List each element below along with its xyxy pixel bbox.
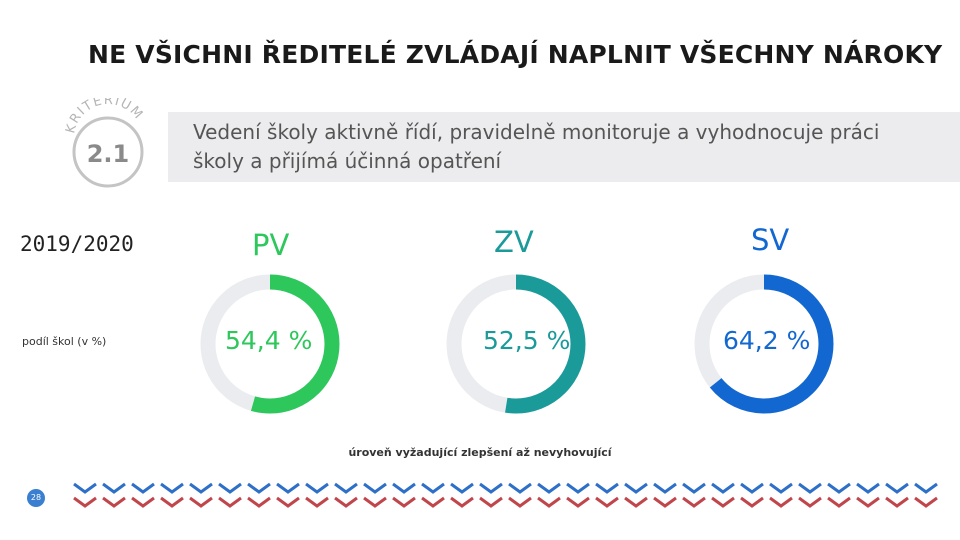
blue-chevron [73, 482, 97, 494]
page-number: 28 [27, 489, 45, 507]
red-chevron [479, 496, 503, 508]
red-chevron [537, 496, 561, 508]
red-chevron [450, 496, 474, 508]
red-chevron [421, 496, 445, 508]
red-chevron [885, 496, 909, 508]
red-chevron [740, 496, 764, 508]
red-chevron [160, 496, 184, 508]
donut-sv [694, 274, 834, 414]
blue-chevron [334, 482, 358, 494]
red-chevron [131, 496, 155, 508]
red-chevron [682, 496, 706, 508]
blue-chevron [827, 482, 851, 494]
blue-chevron [247, 482, 271, 494]
blue-chevron [769, 482, 793, 494]
red-chevron [827, 496, 851, 508]
donut-zv-arc [446, 274, 586, 414]
red-chevron [218, 496, 242, 508]
region-label-zv: ZV [494, 225, 534, 259]
school-year: 2019/2020 [20, 232, 134, 256]
donut-zv [446, 274, 586, 414]
criterion-badge: KRITÉRIUM 2.1 [60, 92, 152, 198]
chevron-decoration [73, 482, 938, 508]
blue-chevron [566, 482, 590, 494]
donut-sv-arc [694, 274, 834, 414]
criterion-description-box [168, 112, 960, 182]
criterion-description: Vedení školy aktivně řídí, pravidelně mo… [193, 120, 880, 173]
blue-chevron [653, 482, 677, 494]
blue-chevron [392, 482, 416, 494]
value-zv: 52,5 % [483, 326, 571, 355]
red-chevron [856, 496, 880, 508]
red-chevron [653, 496, 677, 508]
red-chevron [334, 496, 358, 508]
red-chevron [914, 496, 938, 508]
blue-chevron [682, 482, 706, 494]
blue-chevron [102, 482, 126, 494]
share-note: podíl škol (v %) [22, 335, 107, 348]
region-label-sv: SV [751, 223, 790, 257]
red-chevron [769, 496, 793, 508]
red-chevron [798, 496, 822, 508]
blue-chevron [363, 482, 387, 494]
donut-pv [200, 274, 340, 414]
red-chevron [102, 496, 126, 508]
blue-chevron [276, 482, 300, 494]
blue-chevron [798, 482, 822, 494]
blue-chevron [508, 482, 532, 494]
blue-chevron [537, 482, 561, 494]
blue-chevron [885, 482, 909, 494]
red-chevron [305, 496, 329, 508]
blue-chevron [914, 482, 938, 494]
red-chevron [624, 496, 648, 508]
donut-pv-arc [200, 274, 340, 414]
blue-chevron [450, 482, 474, 494]
blue-chevron [218, 482, 242, 494]
level-legend: úroveň vyžadující zlepšení až nevyhovují… [348, 446, 612, 459]
blue-chevron [740, 482, 764, 494]
blue-chevron [421, 482, 445, 494]
red-chevron [566, 496, 590, 508]
blue-chevron [189, 482, 213, 494]
red-chevron [189, 496, 213, 508]
red-chevron [508, 496, 532, 508]
blue-chevron [711, 482, 735, 494]
red-chevron [363, 496, 387, 508]
blue-chevron [160, 482, 184, 494]
slide-title: NE VŠICHNI ŘEDITELÉ ZVLÁDAJÍ NAPLNIT VŠE… [88, 40, 943, 69]
blue-chevron [624, 482, 648, 494]
blue-chevron [131, 482, 155, 494]
red-chevron [392, 496, 416, 508]
value-pv: 54,4 % [225, 326, 313, 355]
value-sv: 64,2 % [723, 326, 811, 355]
blue-chevron [479, 482, 503, 494]
blue-chevron [305, 482, 329, 494]
blue-chevron [595, 482, 619, 494]
region-label-pv: PV [252, 228, 290, 262]
blue-chevron [856, 482, 880, 494]
red-chevron [276, 496, 300, 508]
criterion-badge-icon: KRITÉRIUM 2.1 [63, 92, 145, 188]
red-chevron [247, 496, 271, 508]
red-chevron [711, 496, 735, 508]
red-chevron [595, 496, 619, 508]
red-chevron [73, 496, 97, 508]
badge-number: 2.1 [87, 140, 130, 168]
